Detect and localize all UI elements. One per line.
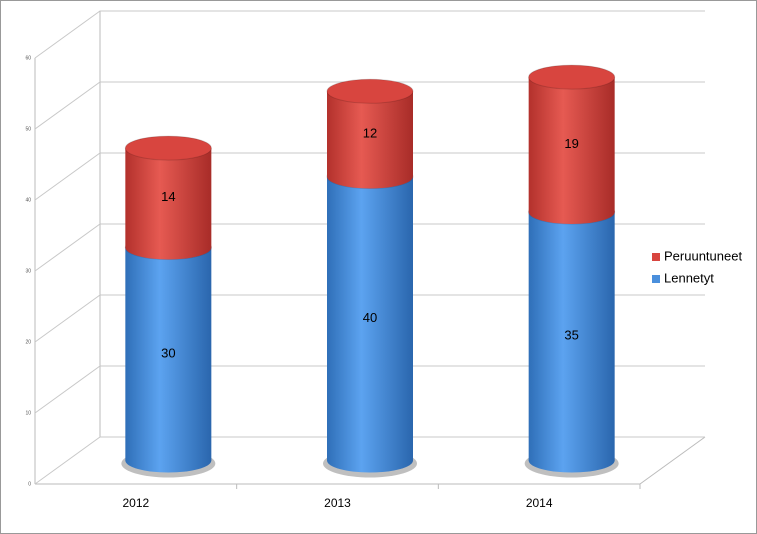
grid-line <box>34 81 705 130</box>
y-tick-label: 0 <box>28 481 31 487</box>
legend-swatch <box>652 253 660 261</box>
bar <box>327 176 413 461</box>
bar <box>528 212 615 461</box>
y-tick-label: 50 <box>25 126 31 132</box>
y-tick-label: 60 <box>25 55 31 61</box>
data-label: 19 <box>564 136 578 151</box>
grid-line <box>34 223 705 272</box>
bar <box>528 77 615 212</box>
y-tick-label: 20 <box>25 339 31 345</box>
data-label: 35 <box>564 328 578 343</box>
data-label: 14 <box>161 189 175 204</box>
x-tick-label: 2014 <box>526 496 553 510</box>
y-tick-label: 30 <box>25 268 31 274</box>
y-tick-label: 10 <box>25 410 31 416</box>
data-label: 30 <box>161 345 175 360</box>
legend-label: Peruuntuneet <box>664 248 742 263</box>
cylinder-top <box>326 78 414 104</box>
floor-edge <box>639 436 706 485</box>
grid-line <box>34 10 705 59</box>
data-label: 40 <box>363 310 377 325</box>
grid-line <box>34 436 705 485</box>
cylinder-top <box>124 135 212 161</box>
bar <box>125 247 212 461</box>
grid-line <box>34 365 705 414</box>
cylinder-top <box>528 64 616 90</box>
bar <box>125 148 212 248</box>
x-tick-label: 2013 <box>324 496 351 510</box>
legend-label: Lennetyt <box>664 270 714 285</box>
grid-line <box>34 294 705 343</box>
x-tick-label: 2012 <box>122 496 149 510</box>
grid-line <box>34 152 705 201</box>
data-label: 12 <box>363 125 377 140</box>
bar <box>327 91 413 177</box>
legend-swatch <box>652 275 660 283</box>
y-tick-label: 40 <box>25 197 31 203</box>
